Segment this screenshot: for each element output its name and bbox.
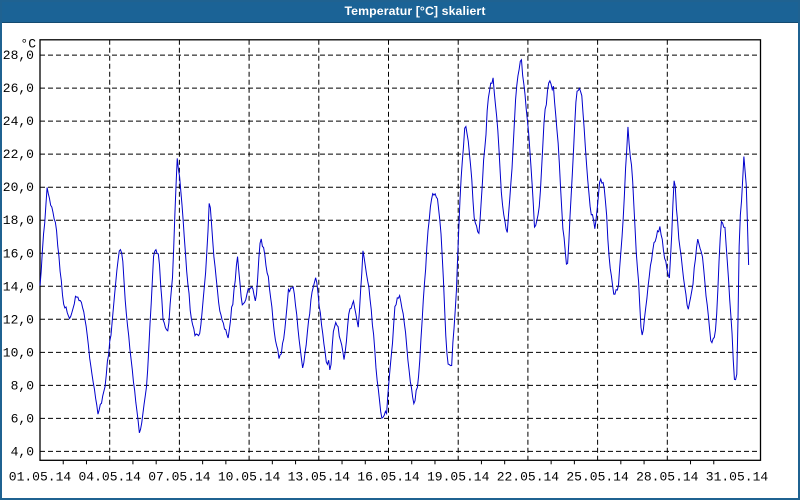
svg-text:25.05.14: 25.05.14: [566, 469, 629, 484]
svg-text:4,0: 4,0: [11, 444, 34, 459]
svg-text:16.05.14: 16.05.14: [357, 469, 420, 484]
svg-text:14,0: 14,0: [3, 279, 34, 294]
svg-text:18,0: 18,0: [3, 213, 34, 228]
svg-text:°C: °C: [20, 37, 36, 52]
svg-text:10,0: 10,0: [3, 345, 34, 360]
svg-text:20,0: 20,0: [3, 180, 34, 195]
svg-text:26,0: 26,0: [3, 81, 34, 96]
svg-text:16,0: 16,0: [3, 246, 34, 261]
svg-text:6,0: 6,0: [11, 411, 34, 426]
svg-text:10.05.14: 10.05.14: [218, 469, 281, 484]
svg-text:04.05.14: 04.05.14: [78, 469, 141, 484]
svg-text:22.05.14: 22.05.14: [497, 469, 560, 484]
svg-text:28.05.14: 28.05.14: [636, 469, 699, 484]
svg-text:8,0: 8,0: [11, 378, 34, 393]
svg-text:22,0: 22,0: [3, 147, 34, 162]
svg-text:31.05.14: 31.05.14: [706, 469, 769, 484]
svg-text:19.05.14: 19.05.14: [427, 469, 490, 484]
svg-text:12,0: 12,0: [3, 312, 34, 327]
svg-text:07.05.14: 07.05.14: [148, 469, 211, 484]
svg-text:13.05.14: 13.05.14: [288, 469, 351, 484]
svg-text:24,0: 24,0: [3, 114, 34, 129]
svg-text:01.05.14: 01.05.14: [9, 469, 72, 484]
